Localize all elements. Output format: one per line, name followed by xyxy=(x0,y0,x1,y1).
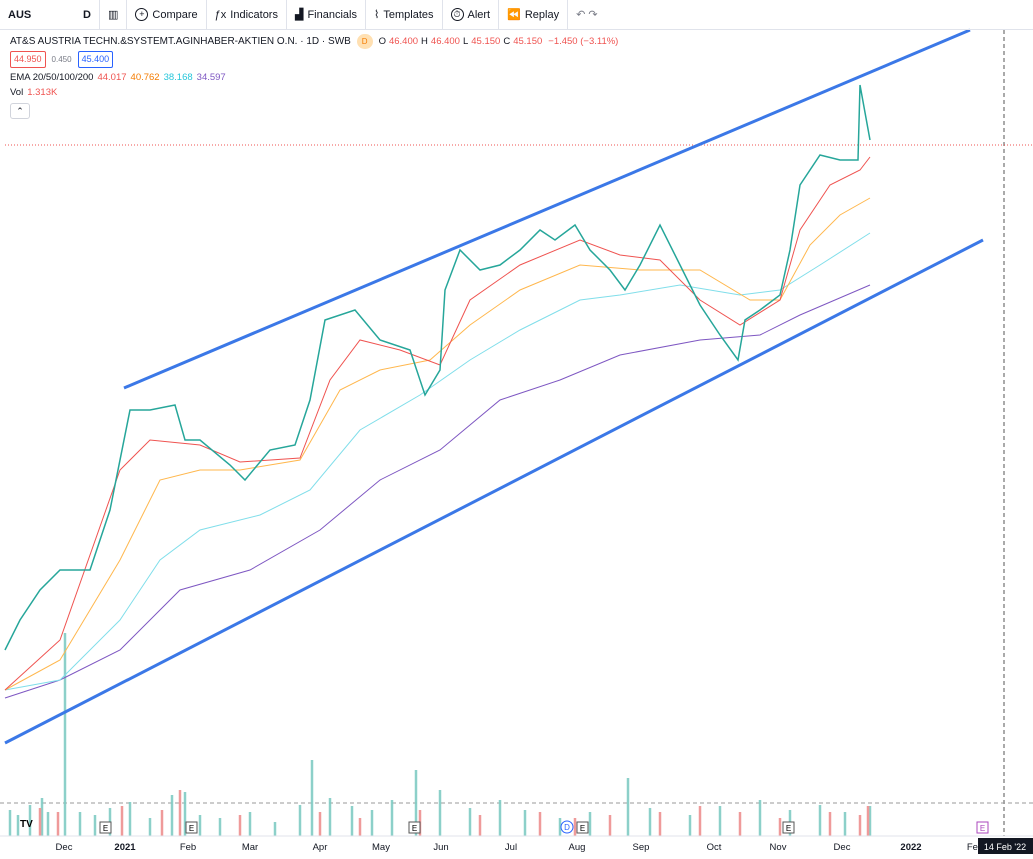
earnings-label: E xyxy=(412,824,417,833)
ask: 45.400 xyxy=(77,51,114,68)
earnings-label: E xyxy=(189,824,194,833)
ema-100 xyxy=(4,232,871,691)
earnings-marker[interactable] xyxy=(99,821,112,834)
time-label: Oct xyxy=(707,842,722,853)
ema-row: EMA 20/50/100/200 44.017 40.762 38.168 3… xyxy=(10,70,618,85)
button-label: Indicators xyxy=(230,8,278,21)
undo-redo[interactable]: ↶ ↷ xyxy=(576,9,598,21)
ema-200 xyxy=(4,284,871,699)
legend-title: AT&S AUSTRIA TECHN.&SYSTEMT.AGINHABER-AK… xyxy=(10,36,351,47)
time-label: Feb xyxy=(180,842,196,853)
trendline-lower[interactable] xyxy=(4,238,984,745)
bid: 44.950 xyxy=(10,51,46,68)
cursor-date: 14 Feb '22 xyxy=(984,842,1026,852)
time-label: Jul xyxy=(505,842,517,853)
time-label: 2022 xyxy=(900,842,921,853)
dividend-marker[interactable] xyxy=(560,820,574,834)
chart-style-button[interactable]: ▥ xyxy=(100,0,128,30)
spread: 0.450 xyxy=(51,55,72,64)
time-label: Feb xyxy=(967,842,983,853)
earnings-marker[interactable] xyxy=(576,821,589,834)
ohlc-value: 46.400 xyxy=(388,36,419,47)
price-line xyxy=(4,84,871,651)
change: −1.450 (−3.11%) xyxy=(548,36,619,47)
ohlc-label: L xyxy=(462,36,469,47)
replay-button[interactable]: ⏪ Replay xyxy=(499,0,569,30)
time-label: Dec xyxy=(834,842,851,853)
cursor-date-box xyxy=(978,838,1033,854)
earnings-label: E xyxy=(580,824,585,833)
ema-value: 44.017 xyxy=(97,72,127,83)
ema-50 xyxy=(4,197,871,691)
earnings-marker-future[interactable] xyxy=(976,821,989,834)
time-label: 2021 xyxy=(114,842,136,853)
symbol: AUS xyxy=(8,8,32,21)
ema-value: 38.168 xyxy=(163,72,193,83)
ohlc-label: C xyxy=(503,36,511,47)
vol-label: Vol xyxy=(10,87,24,98)
ohlc-label: O xyxy=(378,36,386,47)
tv-logo: TV xyxy=(20,819,33,830)
button-label: Alert xyxy=(467,8,491,21)
button-label: Financials xyxy=(307,8,357,21)
time-label: Dec xyxy=(56,842,73,853)
legend-title-row: AT&S AUSTRIA TECHN.&SYSTEMT.AGINHABER-AK… xyxy=(10,34,618,49)
time-label: Jun xyxy=(433,842,448,853)
button-label: Compare xyxy=(152,8,198,21)
time-label: Apr xyxy=(313,842,328,853)
templates-button[interactable]: ⌇ Templates xyxy=(366,0,443,30)
interval[interactable]: D xyxy=(83,8,91,21)
ema-value: 34.597 xyxy=(196,72,226,83)
collapse-legend[interactable]: ⌃ xyxy=(10,103,30,119)
button-label: Templates xyxy=(383,8,434,21)
legend-badge: D xyxy=(356,34,373,49)
earnings-label: E xyxy=(103,824,108,833)
time-label: May xyxy=(372,842,390,853)
vol-row: Vol 1.313K xyxy=(10,85,618,100)
compare-button[interactable]: + Compare xyxy=(127,0,207,30)
volume-bars xyxy=(8,633,872,836)
volume-bars-down xyxy=(38,790,870,836)
trendline-upper[interactable] xyxy=(123,28,971,390)
ema-value: 40.762 xyxy=(130,72,160,83)
time-label: Mar xyxy=(242,842,258,853)
ohlc-value: 46.400 xyxy=(430,36,460,47)
ohlc: O 46.400 H 46.400 L 45.150 C 45.150 xyxy=(379,34,543,49)
earnings-label: E xyxy=(786,824,791,833)
financials-button[interactable]: ▟ Financials xyxy=(287,0,366,30)
ohlc-label: H xyxy=(421,36,428,47)
ohlc-value: 45.150 xyxy=(471,36,501,47)
toolbar: AUS D ▥ + Compare ƒx Indicators ▟ Financial… xyxy=(0,0,1033,30)
alert-button[interactable]: ⏱ Alert xyxy=(443,0,500,30)
dividend-label: D xyxy=(564,823,570,832)
earnings-marker[interactable] xyxy=(185,821,198,834)
earnings-label: E xyxy=(980,824,985,833)
vol-value: 1.313K xyxy=(27,87,58,98)
time-label: Sep xyxy=(633,842,650,853)
legend: AT&S AUSTRIA TECHN.&SYSTEMT.AGINHABER-AK… xyxy=(10,34,618,119)
time-label: Aug xyxy=(569,842,586,853)
ema-20 xyxy=(4,156,871,691)
indicators-button[interactable]: ƒx Indicators xyxy=(207,0,287,30)
ema-label: EMA 20/50/100/200 xyxy=(10,72,94,83)
button-label: Replay xyxy=(524,8,560,21)
earnings-marker[interactable] xyxy=(408,821,421,834)
ohlc-value: 45.150 xyxy=(513,36,543,47)
symbol-search[interactable]: AUS D xyxy=(0,0,100,30)
time-label: Nov xyxy=(770,842,787,853)
quote-row: 44.950 0.450 45.400 xyxy=(10,51,618,68)
earnings-marker[interactable] xyxy=(782,821,795,834)
